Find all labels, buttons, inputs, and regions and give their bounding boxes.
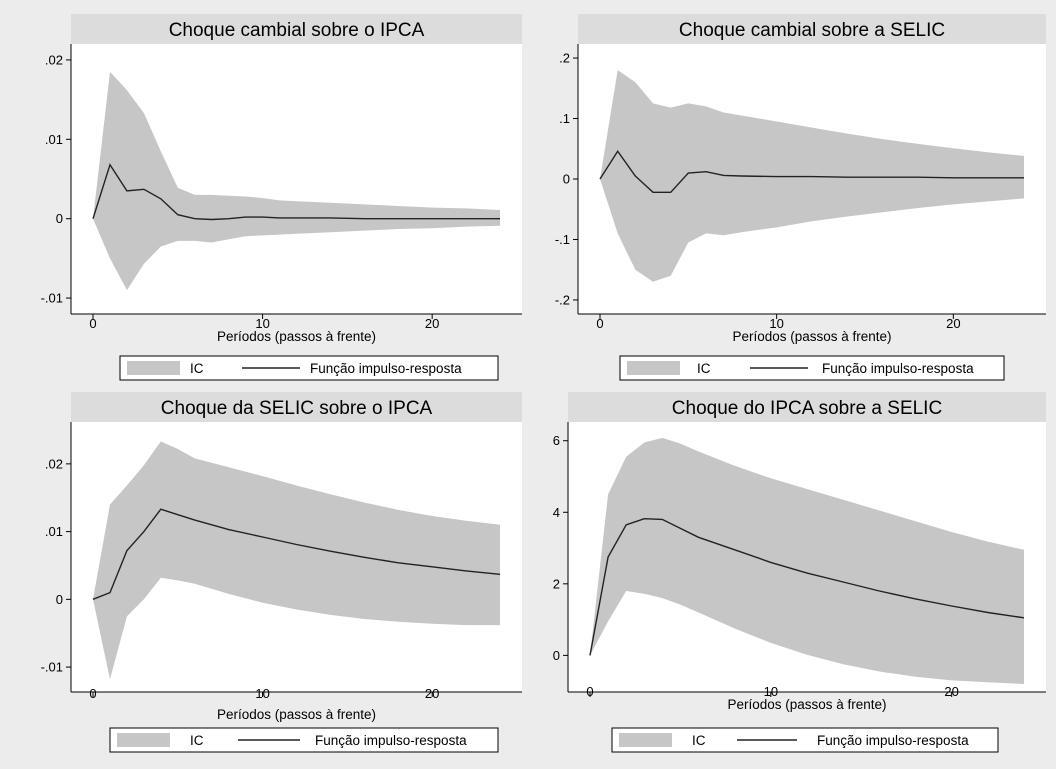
confidence-band: [93, 71, 500, 291]
y-tick-label: -.2: [555, 292, 570, 307]
x-tick-label: 20: [944, 684, 958, 699]
title-strip: [71, 392, 522, 422]
axes: -.2 -.1 0 .1 .2 0 10 20: [555, 44, 1046, 331]
y-tick-label: 0: [56, 592, 63, 607]
x-tick-label: 20: [425, 316, 439, 331]
title-strip: [71, 14, 522, 44]
y-tick-label: -.01: [41, 291, 63, 306]
x-tick-label: 20: [946, 316, 960, 331]
x-tick-label: 10: [255, 686, 269, 701]
x-tick-label: 20: [425, 686, 439, 701]
chart-cambial-selic: Choque cambial sobre a SELIC -.2 -.1 0 .1 .2…: [532, 10, 1050, 384]
panel-cambial-ipca: Choque cambial sobre o IPCA -.01 0 .01 .02 0…: [10, 10, 528, 384]
y-tick-label: -.01: [41, 660, 63, 675]
y-tick-label: 0: [563, 172, 570, 187]
x-axis-label: Períodos (passos à frente): [732, 329, 891, 344]
legend-label-irf: Função impulso-resposta: [817, 733, 969, 748]
y-tick-label: 2: [553, 576, 560, 591]
chart-selic-ipca: Choque da SELIC sobre o IPCA -.01 0 .01 .02…: [10, 388, 528, 762]
y-tick-label: 0: [56, 211, 63, 226]
x-tick-label: 0: [596, 316, 603, 331]
x-tick-label: 0: [586, 684, 593, 699]
legend-swatch-ic: [127, 361, 180, 375]
x-tick-label: 10: [769, 316, 783, 331]
y-tick-label: .01: [45, 524, 63, 539]
x-tick-label: 0: [89, 316, 96, 331]
x-axis-label: Períodos (passos à frente): [217, 329, 376, 344]
irf-line: [599, 149, 1024, 194]
chart-title: Choque cambial sobre o IPCA: [169, 20, 425, 41]
irf-line: [92, 163, 500, 221]
panel-cambial-selic: Choque cambial sobre a SELIC -.2 -.1 0 .1 .2…: [532, 10, 1050, 384]
title-strip: [578, 14, 1046, 44]
x-tick-label: 0: [89, 686, 96, 701]
axes: -.01 0 .01 .02 0 10 20: [41, 44, 522, 331]
y-tick-label: -.1: [555, 232, 570, 247]
axes: 0 2 4 6 0 10 20: [553, 422, 1046, 699]
legend-swatch-ic: [619, 733, 672, 747]
legend-box: [611, 727, 999, 753]
legend-label-irf: Função impulso-resposta: [822, 361, 974, 376]
axes: -.01 0 .01 .02 0 10 20: [41, 422, 522, 701]
chart-title: Choque da SELIC sobre o IPCA: [161, 398, 433, 419]
y-tick-label: 6: [553, 433, 560, 448]
y-tick-label: 0: [553, 648, 560, 663]
legend-label-irf: Função impulso-resposta: [315, 733, 467, 748]
y-tick-label: .01: [45, 132, 63, 147]
legend-box: [109, 727, 499, 753]
chart-cambial-ipca: Choque cambial sobre o IPCA -.01 0 .01 .02 0…: [10, 10, 528, 384]
x-tick-label: 10: [764, 684, 778, 699]
y-tick-label: .02: [45, 52, 63, 67]
legend-label-ic: IC: [692, 733, 706, 748]
x-axis-label: Períodos (passos à frente): [217, 707, 376, 722]
confidence-band: [590, 437, 1024, 684]
irf-line: [92, 508, 501, 600]
chart-title: Choque do IPCA sobre a SELIC: [672, 398, 942, 419]
y-tick-label: 4: [553, 505, 560, 520]
legend-label-irf: Função impulso-resposta: [310, 361, 462, 376]
legend-box: [119, 355, 499, 381]
chart-title: Choque cambial sobre a SELIC: [679, 20, 945, 41]
legend-label-ic: IC: [697, 361, 711, 376]
irf-line: [589, 517, 1025, 656]
x-tick-label: 10: [255, 316, 269, 331]
legend-box: [619, 355, 1005, 381]
legend-label-ic: IC: [190, 361, 204, 376]
legend-swatch-ic: [117, 733, 170, 747]
y-tick-label: .02: [45, 456, 63, 471]
confidence-band: [93, 441, 500, 680]
x-axis-label: Períodos (passos à frente): [727, 697, 886, 712]
y-tick-label: .2: [559, 51, 570, 66]
chart-ipca-selic: Choque do IPCA sobre a SELIC 0 2 4 6 0 10 20 P…: [532, 388, 1050, 762]
legend-label-ic: IC: [190, 733, 204, 748]
panel-selic-ipca: Choque da SELIC sobre o IPCA -.01 0 .01 .02…: [10, 388, 528, 762]
y-tick-label: .1: [559, 111, 570, 126]
legend-swatch-ic: [627, 361, 680, 375]
title-strip: [568, 392, 1046, 422]
panel-ipca-selic: Choque do IPCA sobre a SELIC 0 2 4 6 0 10 20 P…: [532, 388, 1050, 762]
